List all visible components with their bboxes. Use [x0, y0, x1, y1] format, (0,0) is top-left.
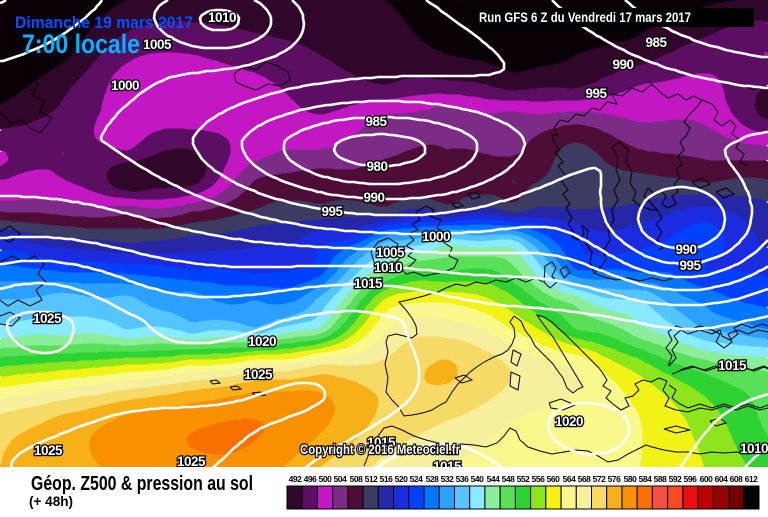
svg-text:608: 608	[730, 474, 743, 484]
svg-text:1005: 1005	[376, 245, 405, 260]
svg-text:532: 532	[441, 474, 454, 484]
svg-text:Dimanche 19 mars 2017: Dimanche 19 mars 2017	[15, 13, 193, 32]
svg-text:1005: 1005	[143, 37, 172, 52]
svg-text:596: 596	[684, 474, 697, 484]
svg-text:1000: 1000	[422, 229, 450, 244]
svg-text:548: 548	[502, 474, 515, 484]
svg-text:552: 552	[517, 474, 530, 484]
svg-text:1025: 1025	[33, 311, 62, 326]
svg-text:Copyright © 2016 Meteociel.fr: Copyright © 2016 Meteociel.fr	[300, 441, 460, 457]
svg-text:1000: 1000	[111, 78, 139, 93]
svg-text:Run GFS 6 Z du Vendredi 17 mar: Run GFS 6 Z du Vendredi 17 mars 2017	[479, 9, 691, 25]
svg-text:508: 508	[350, 474, 363, 484]
svg-text:1015: 1015	[367, 435, 396, 450]
svg-text:985: 985	[645, 35, 667, 50]
svg-text:584: 584	[639, 474, 652, 484]
svg-text:612: 612	[745, 474, 758, 484]
svg-text:576: 576	[608, 474, 621, 484]
svg-text:1015: 1015	[718, 358, 747, 373]
svg-text:580: 580	[624, 474, 637, 484]
svg-text:524: 524	[410, 474, 423, 484]
svg-text:504: 504	[334, 474, 347, 484]
svg-text:1025: 1025	[244, 367, 273, 382]
svg-text:1010: 1010	[208, 10, 236, 25]
svg-text:568: 568	[578, 474, 591, 484]
svg-text:1020: 1020	[555, 414, 583, 429]
svg-text:1020: 1020	[248, 334, 276, 349]
svg-text:1025: 1025	[177, 454, 206, 469]
svg-text:985: 985	[365, 114, 387, 129]
svg-text:1025: 1025	[34, 443, 63, 458]
svg-text:995: 995	[679, 258, 701, 273]
svg-text:990: 990	[363, 190, 384, 205]
svg-text:572: 572	[593, 474, 606, 484]
svg-text:990: 990	[675, 242, 696, 257]
svg-text:512: 512	[365, 474, 378, 484]
svg-text:528: 528	[426, 474, 439, 484]
svg-text:496: 496	[304, 474, 317, 484]
svg-text:520: 520	[395, 474, 408, 484]
svg-text:(+ 48h): (+ 48h)	[29, 493, 73, 509]
svg-text:995: 995	[585, 86, 607, 101]
svg-text:1010: 1010	[740, 441, 768, 456]
svg-text:536: 536	[456, 474, 469, 484]
svg-text:516: 516	[380, 474, 393, 484]
svg-text:592: 592	[669, 474, 682, 484]
svg-text:990: 990	[612, 57, 633, 72]
svg-text:544: 544	[487, 474, 500, 484]
svg-text:492: 492	[289, 474, 302, 484]
svg-text:Géop. Z500 & pression au sol: Géop. Z500 & pression au sol	[31, 473, 253, 495]
svg-text:600: 600	[700, 474, 713, 484]
svg-text:604: 604	[715, 474, 728, 484]
svg-text:588: 588	[654, 474, 667, 484]
svg-text:1010: 1010	[374, 260, 402, 275]
svg-text:980: 980	[366, 159, 387, 174]
svg-text:995: 995	[321, 204, 343, 219]
svg-text:500: 500	[319, 474, 332, 484]
svg-text:1015: 1015	[354, 276, 383, 291]
svg-text:556: 556	[532, 474, 545, 484]
svg-text:564: 564	[563, 474, 576, 484]
svg-text:7:00 locale: 7:00 locale	[22, 29, 140, 59]
svg-text:540: 540	[471, 474, 484, 484]
svg-text:560: 560	[547, 474, 560, 484]
